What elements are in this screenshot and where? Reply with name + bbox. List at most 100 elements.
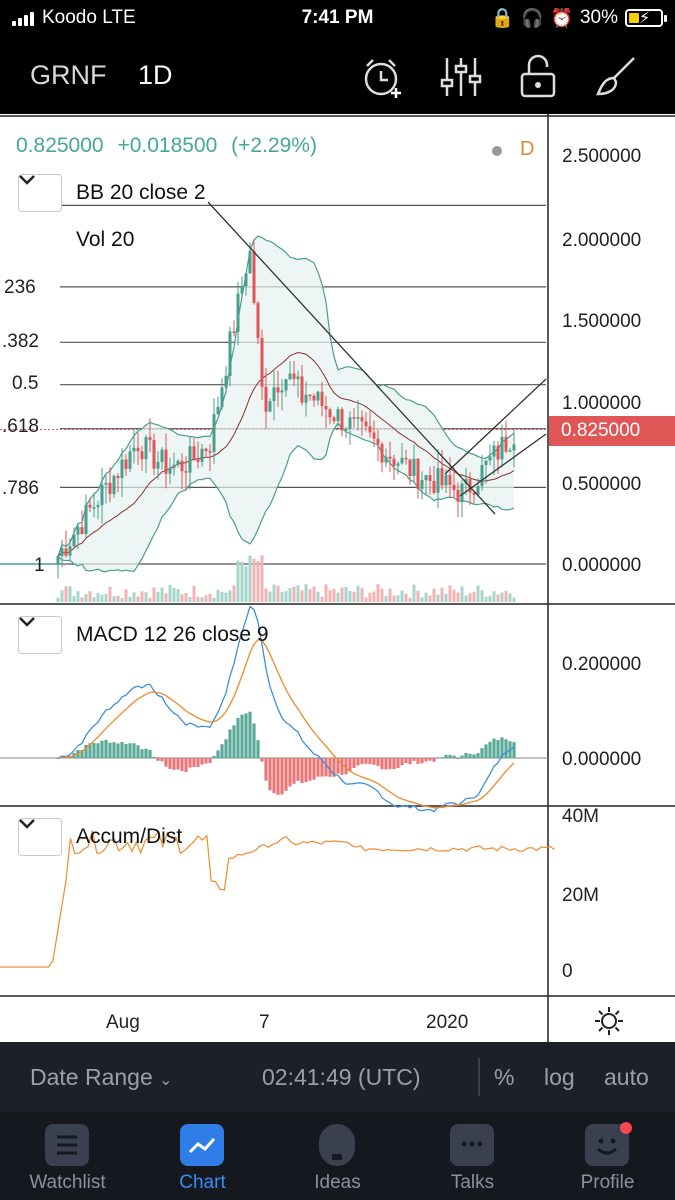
tab-chart[interactable]: Chart xyxy=(135,1112,270,1200)
candle-body xyxy=(364,421,368,427)
chart-canvas[interactable] xyxy=(0,114,675,1042)
macd-histogram-bar xyxy=(460,755,464,758)
macd-histogram-bar xyxy=(288,758,292,787)
volume-bar xyxy=(260,555,264,602)
volume-bar xyxy=(420,597,424,602)
macd-histogram-bar xyxy=(428,758,432,761)
chart-header: GRNF 1D xyxy=(0,36,675,114)
utc-clock[interactable]: 02:41:49 (UTC) xyxy=(262,1064,421,1090)
candle-body xyxy=(76,527,80,535)
auto-toggle[interactable]: auto xyxy=(604,1064,649,1090)
candle-body xyxy=(152,440,156,469)
current-price-tag: 0.825000 xyxy=(549,416,675,446)
macd-histogram-bar xyxy=(132,743,136,758)
macd-histogram-bar xyxy=(420,758,424,764)
candle-body xyxy=(380,444,384,463)
candle-body xyxy=(248,251,252,274)
clock-label: 7:41 PM xyxy=(301,7,374,28)
tab-ideas[interactable]: Ideas xyxy=(270,1112,405,1200)
candle-body xyxy=(508,450,512,452)
price-axis-label: 2.500000 xyxy=(562,146,642,167)
volume-bar xyxy=(472,592,476,602)
candle-body xyxy=(72,534,76,547)
macd-histogram-bar xyxy=(240,714,244,758)
macd-histogram-bar xyxy=(380,758,384,770)
volume-bar xyxy=(196,596,200,602)
indicators-icon[interactable] xyxy=(438,54,484,100)
tab-profile[interactable]: Profile xyxy=(540,1112,675,1200)
macd-collapse-toggle[interactable] xyxy=(18,616,62,654)
volume-bar xyxy=(104,593,108,602)
interval-button[interactable]: 1D xyxy=(138,60,173,90)
candle-body xyxy=(244,273,248,287)
volume-bar xyxy=(76,591,80,602)
macd-histogram-bar xyxy=(136,745,140,758)
bb-collapse-toggle[interactable] xyxy=(18,174,62,212)
volume-bar xyxy=(308,589,312,602)
accum-label[interactable]: Accum/Dist xyxy=(76,825,183,848)
time-axis-label: 7 xyxy=(259,1012,270,1033)
tab-talks[interactable]: Talks xyxy=(405,1112,540,1200)
macd-histogram-bar xyxy=(504,739,508,758)
interval-badge: D xyxy=(520,138,535,160)
price-axis-label: 1.000000 xyxy=(562,393,642,414)
candle-body xyxy=(424,475,428,481)
macd-histogram-bar xyxy=(328,758,332,777)
macd-histogram-bar xyxy=(204,758,208,764)
macd-histogram-bar xyxy=(468,753,472,758)
volume-bar xyxy=(240,562,244,602)
unlock-icon[interactable] xyxy=(516,54,562,100)
draw-brush-icon[interactable] xyxy=(592,54,638,100)
macd-histogram-bar xyxy=(180,758,184,772)
macd-label[interactable]: MACD 12 26 close 9 xyxy=(76,623,269,646)
candle-body xyxy=(320,391,324,407)
candle-body xyxy=(400,457,404,464)
candle-body xyxy=(404,457,408,460)
candle-body xyxy=(104,482,108,485)
volume-bar xyxy=(140,591,144,602)
macd-histogram-bar xyxy=(192,758,196,768)
time-axis-label: 2020 xyxy=(426,1012,469,1033)
symbol-button[interactable]: GRNF xyxy=(30,60,107,90)
date-range-button[interactable]: Date Range ⌄ xyxy=(30,1064,173,1091)
tab-watchlist[interactable]: Watchlist xyxy=(0,1112,135,1200)
volume-bar xyxy=(460,586,464,602)
percent-toggle[interactable]: % xyxy=(494,1064,515,1090)
candle-body xyxy=(236,293,240,333)
volume-bar xyxy=(108,586,112,602)
vol-label[interactable]: Vol 20 xyxy=(76,228,135,251)
watchlist-icon xyxy=(45,1124,89,1166)
macd-histogram-bar xyxy=(244,713,248,758)
volume-bar xyxy=(404,593,408,602)
alert-add-icon[interactable] xyxy=(360,54,406,100)
bb-label[interactable]: BB 20 close 2 xyxy=(76,181,206,204)
macd-histogram-bar xyxy=(272,758,276,794)
candle-body xyxy=(256,302,260,338)
accum-collapse-toggle[interactable] xyxy=(18,818,62,856)
candle-body xyxy=(224,375,228,388)
fib-level-label: .786 xyxy=(2,478,39,499)
volume-bar xyxy=(400,590,404,602)
volume-bar xyxy=(304,584,308,602)
log-toggle[interactable]: log xyxy=(544,1064,575,1090)
volume-bar xyxy=(292,586,296,602)
candle-body xyxy=(136,447,140,452)
candle-body xyxy=(408,459,412,476)
price-change: +0.018500 xyxy=(117,134,218,157)
chart-settings-gear-icon[interactable] xyxy=(592,1004,626,1038)
macd-histogram-bar xyxy=(184,758,188,773)
candle-body xyxy=(292,373,296,380)
macd-histogram-bar xyxy=(444,754,448,758)
candle-body xyxy=(208,450,212,453)
volume-bar xyxy=(236,560,240,602)
bb-legend: BB 20 close 2 xyxy=(18,174,206,212)
volume-bar xyxy=(92,597,96,602)
volume-bar xyxy=(424,592,428,602)
volume-bar xyxy=(448,585,452,602)
candle-body xyxy=(184,471,188,473)
volume-bar xyxy=(228,590,232,602)
candle-body xyxy=(420,480,424,489)
chart-area[interactable]: 0.825000 +0.018500 (+2.29%) D BB 20 clos… xyxy=(0,114,675,1042)
macd-histogram-bar xyxy=(404,758,408,764)
bb-fill xyxy=(58,236,514,572)
